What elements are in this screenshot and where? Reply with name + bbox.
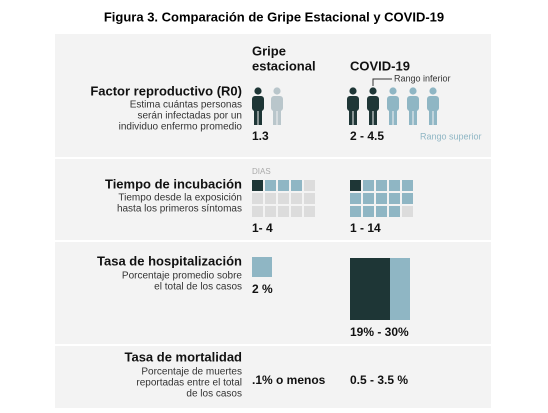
- day-square: [376, 180, 387, 191]
- row-heading: Factor reproductivo (R0): [90, 83, 242, 98]
- day-square: [265, 180, 276, 191]
- day-square: [350, 180, 361, 191]
- row-heading: Tiempo de incubación: [105, 176, 242, 191]
- value: .1% o menos: [252, 373, 326, 387]
- row-description: Tiempo desde la exposición: [118, 193, 242, 204]
- day-square: [376, 193, 387, 204]
- square: [390, 258, 410, 320]
- value: 1- 4: [252, 221, 273, 235]
- day-square: [402, 193, 413, 204]
- day-square: [278, 193, 289, 204]
- day-square: [389, 206, 400, 217]
- day-square: [291, 193, 302, 204]
- day-square: [363, 193, 374, 204]
- title: Figura 3. Comparación de Gripe Estaciona…: [104, 9, 444, 24]
- range-label: Rango inferior: [394, 73, 451, 83]
- day-square: [278, 180, 289, 191]
- day-square: [402, 206, 413, 217]
- row-description: Porcentaje promedio sobre: [122, 271, 243, 282]
- value: 2 - 4.5: [350, 129, 384, 143]
- range-label: Rango superior: [420, 131, 482, 141]
- unit-label: DIAS: [252, 167, 271, 176]
- square: [350, 258, 390, 320]
- row-heading: Tasa de mortalidad: [124, 349, 242, 364]
- row-description: hasta los primeros síntomas: [117, 204, 242, 215]
- day-square: [376, 206, 387, 217]
- column-header: Gripe: [252, 43, 286, 58]
- square: [252, 257, 272, 277]
- day-square: [304, 206, 315, 217]
- row-description: reportadas entre el total: [136, 378, 242, 389]
- day-square: [278, 206, 289, 217]
- day-square: [252, 180, 263, 191]
- day-grid: [252, 180, 413, 217]
- value: 1 - 14: [350, 221, 381, 235]
- pointer-line: [372, 78, 392, 86]
- column-header: estacional: [252, 58, 316, 73]
- day-square: [350, 206, 361, 217]
- value: 0.5 - 3.5 %: [350, 373, 408, 387]
- day-square: [291, 180, 302, 191]
- row-heading: Tasa de hospitalización: [97, 253, 242, 268]
- row-description: Porcentaje de muertes: [141, 367, 242, 378]
- day-square: [252, 206, 263, 217]
- day-square: [350, 193, 361, 204]
- day-square: [291, 206, 302, 217]
- day-square: [304, 180, 315, 191]
- day-square: [389, 180, 400, 191]
- day-square: [363, 206, 374, 217]
- row-description: Estima cuántas personas: [130, 100, 242, 111]
- column-header: COVID-19: [350, 58, 410, 73]
- day-square: [389, 193, 400, 204]
- value: 1.3: [252, 129, 269, 143]
- day-square: [265, 193, 276, 204]
- row-description: de los casos: [186, 389, 242, 400]
- day-square: [252, 193, 263, 204]
- value: 19% - 30%: [350, 325, 409, 339]
- row-description: serán infectadas por un: [137, 111, 242, 122]
- day-square: [265, 206, 276, 217]
- day-square: [402, 180, 413, 191]
- row-description: el total de los casos: [154, 282, 242, 293]
- day-square: [304, 193, 315, 204]
- value: 2 %: [252, 282, 273, 296]
- row-description: individuo enfermo promedio: [119, 122, 243, 133]
- day-square: [363, 180, 374, 191]
